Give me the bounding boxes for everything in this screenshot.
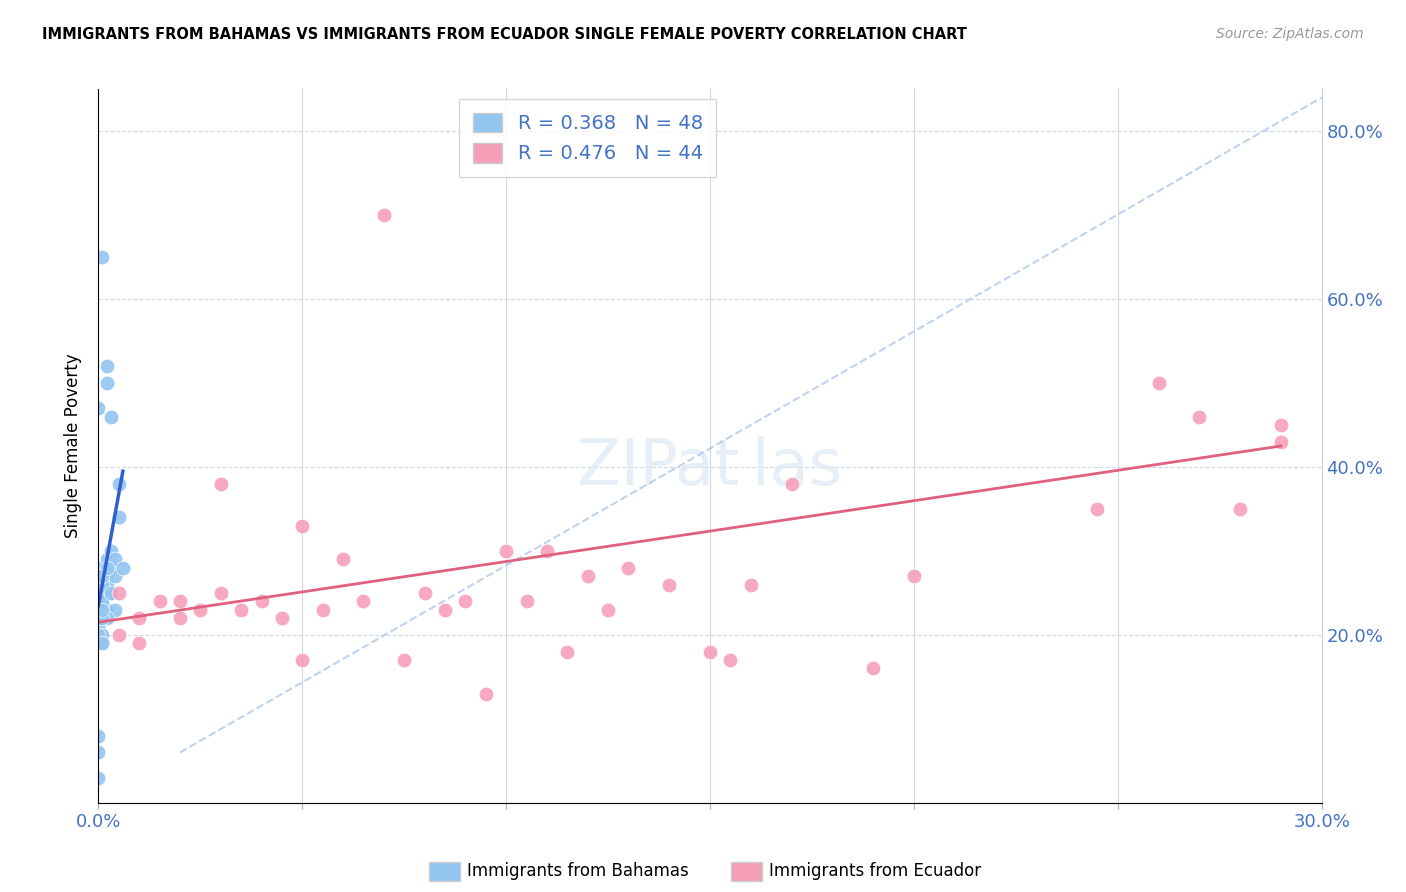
Point — [91, 628, 114, 642]
Point — [209, 476, 232, 491]
Point — [392, 653, 416, 667]
Point — [598, 603, 620, 617]
Point — [87, 569, 110, 583]
Text: Immigrants from Bahamas: Immigrants from Bahamas — [467, 863, 689, 880]
Point — [100, 409, 122, 424]
Point — [91, 577, 114, 591]
Point — [96, 577, 118, 591]
Point — [780, 476, 803, 491]
Point — [87, 586, 110, 600]
Point — [291, 518, 314, 533]
Point — [149, 594, 172, 608]
Point — [474, 687, 498, 701]
Point — [91, 586, 114, 600]
Point — [87, 401, 110, 416]
Point — [1270, 417, 1292, 432]
Point — [720, 653, 742, 667]
Point — [557, 645, 579, 659]
Point — [128, 636, 150, 650]
Point — [352, 594, 374, 608]
Point — [108, 628, 131, 642]
Point — [96, 586, 118, 600]
Point — [91, 611, 114, 625]
Point — [1229, 502, 1251, 516]
Point — [91, 569, 114, 583]
Point — [87, 628, 110, 642]
Point — [903, 569, 925, 583]
Point — [96, 359, 118, 374]
Point — [91, 594, 114, 608]
Text: Source: ZipAtlas.com: Source: ZipAtlas.com — [1216, 27, 1364, 41]
Point — [91, 250, 114, 264]
Point — [104, 603, 127, 617]
Point — [96, 611, 118, 625]
Point — [100, 560, 122, 574]
Text: ZIPat las: ZIPat las — [578, 436, 842, 499]
Point — [96, 603, 118, 617]
Point — [87, 771, 110, 785]
Y-axis label: Single Female Poverty: Single Female Poverty — [65, 354, 83, 538]
Point — [96, 376, 118, 390]
Point — [111, 560, 134, 574]
Point — [332, 552, 354, 566]
Point — [91, 636, 114, 650]
Text: Immigrants from Ecuador: Immigrants from Ecuador — [769, 863, 981, 880]
Point — [108, 476, 131, 491]
Point — [108, 510, 131, 524]
Point — [104, 569, 127, 583]
Point — [862, 661, 884, 675]
Point — [100, 560, 122, 574]
Point — [740, 577, 762, 591]
Point — [128, 611, 150, 625]
Point — [188, 603, 212, 617]
Point — [231, 603, 253, 617]
Point — [96, 569, 118, 583]
Point — [104, 552, 127, 566]
Point — [87, 619, 110, 633]
Point — [291, 653, 314, 667]
Point — [658, 577, 681, 591]
Point — [100, 544, 122, 558]
Point — [1270, 434, 1292, 449]
Point — [576, 569, 599, 583]
Point — [209, 586, 232, 600]
Point — [87, 611, 110, 625]
Point — [96, 552, 118, 566]
Point — [495, 544, 517, 558]
Legend: R = 0.368   N = 48, R = 0.476   N = 44: R = 0.368 N = 48, R = 0.476 N = 44 — [460, 99, 716, 177]
Point — [91, 603, 114, 617]
Point — [434, 603, 457, 617]
Point — [87, 594, 110, 608]
Point — [312, 603, 335, 617]
Point — [91, 594, 114, 608]
Point — [373, 208, 395, 222]
Point — [91, 569, 114, 583]
Point — [100, 586, 122, 600]
Point — [91, 603, 114, 617]
Point — [91, 560, 114, 574]
Point — [270, 611, 294, 625]
Point — [1085, 502, 1108, 516]
Point — [108, 586, 131, 600]
Point — [91, 577, 114, 591]
Point — [169, 611, 191, 625]
Text: IMMIGRANTS FROM BAHAMAS VS IMMIGRANTS FROM ECUADOR SINGLE FEMALE POVERTY CORRELA: IMMIGRANTS FROM BAHAMAS VS IMMIGRANTS FR… — [42, 27, 967, 42]
Point — [1147, 376, 1170, 390]
Point — [1188, 409, 1211, 424]
Point — [454, 594, 477, 608]
Point — [96, 560, 118, 574]
Point — [169, 594, 191, 608]
Point — [617, 560, 640, 574]
Point — [413, 586, 436, 600]
Point — [250, 594, 273, 608]
Point — [516, 594, 538, 608]
Point — [91, 636, 114, 650]
Point — [699, 645, 721, 659]
Point — [87, 729, 110, 743]
Point — [100, 586, 122, 600]
Point — [536, 544, 558, 558]
Point — [87, 746, 110, 760]
Point — [91, 586, 114, 600]
Point — [91, 611, 114, 625]
